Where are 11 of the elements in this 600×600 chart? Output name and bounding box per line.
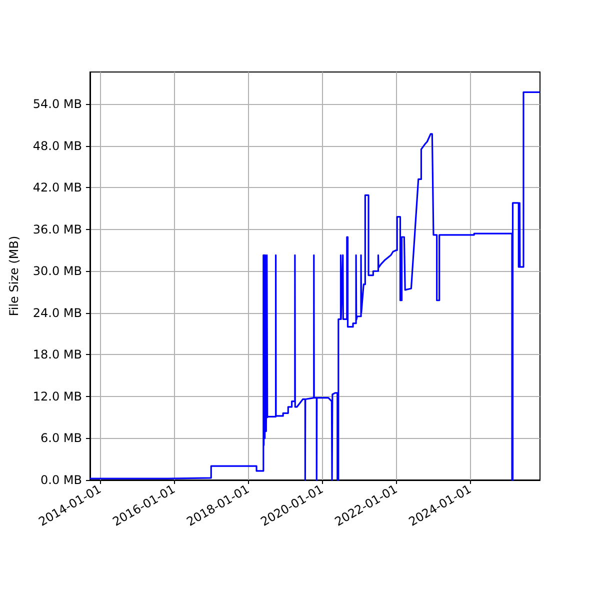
y-tick-label: 36.0 MB	[32, 222, 82, 236]
y-tick-label: 42.0 MB	[32, 180, 82, 195]
y-tick-label: 12.0 MB	[32, 389, 82, 404]
y-tick-label: 30.0 MB	[32, 264, 82, 278]
y-tick-label: 6.0 MB	[40, 431, 82, 446]
y-tick-label: 0.0 MB	[40, 473, 82, 487]
y-tick-label: 48.0 MB	[32, 138, 82, 153]
y-axis-title: File Size (MB)	[7, 236, 21, 316]
y-tick-label: 18.0 MB	[32, 348, 82, 362]
y-tick-label: 54.0 MB	[32, 97, 82, 112]
y-tick-label: 24.0 MB	[32, 306, 82, 320]
